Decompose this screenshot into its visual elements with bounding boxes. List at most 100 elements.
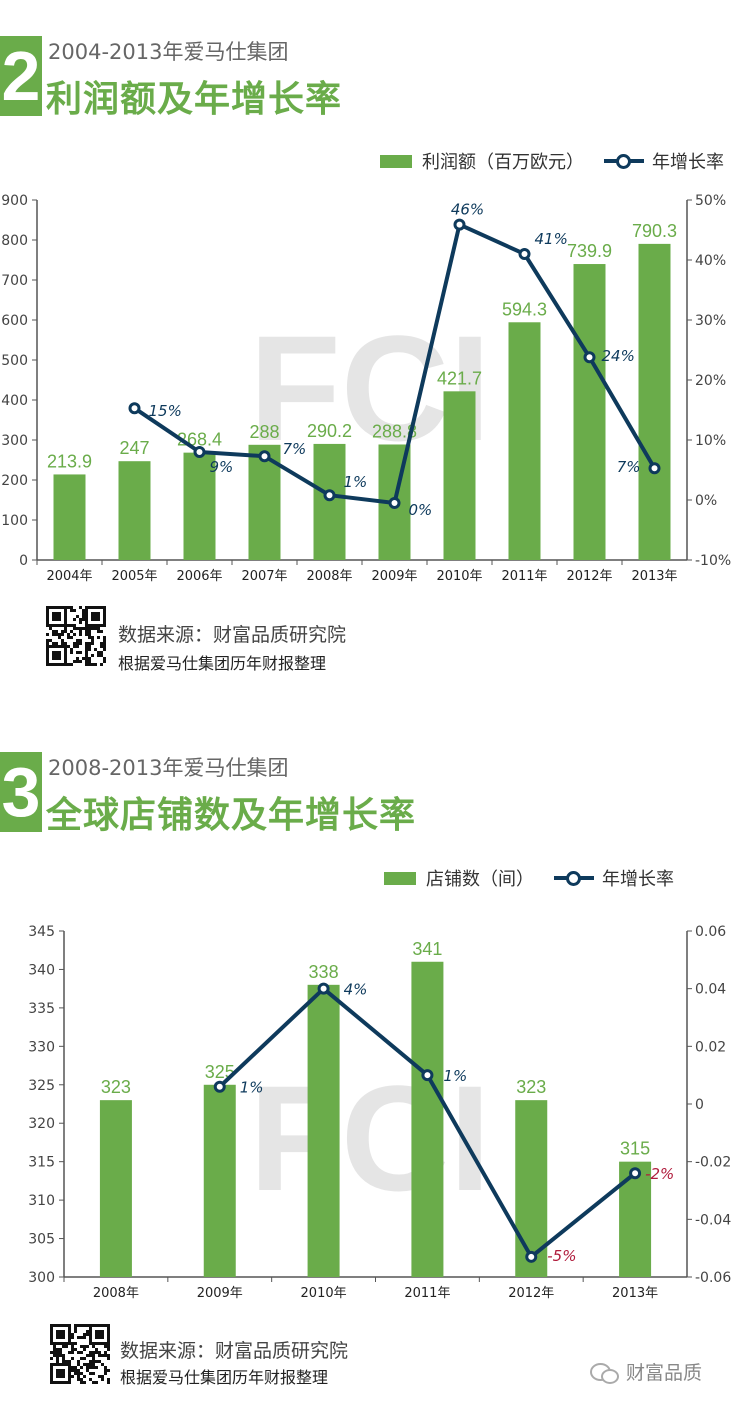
growth-point <box>213 1080 226 1093</box>
bar <box>573 264 606 560</box>
bar <box>638 243 671 560</box>
bar-value-label: 288 <box>249 422 279 442</box>
y2-tick-label: 0.04 <box>695 982 726 998</box>
y-tick-label: 340 <box>28 962 55 978</box>
growth-point <box>583 351 596 364</box>
x-tick-label: 2009年 <box>197 1286 243 1301</box>
y-tick-label: 330 <box>28 1039 55 1055</box>
source-note: 根据爱马仕集团历年财报整理 <box>118 654 327 673</box>
y-tick-label: 100 <box>1 513 28 529</box>
legend-bar-swatch <box>384 871 416 885</box>
x-tick-label: 2008年 <box>93 1286 139 1301</box>
bar-value-label: 213.9 <box>47 451 92 471</box>
bar <box>307 984 340 1277</box>
y2-tick-label: 0.06 <box>695 924 726 940</box>
growth-label: 4% <box>344 981 368 999</box>
y2-tick-label: 10% <box>695 433 726 449</box>
growth-label: 15% <box>149 402 182 420</box>
growth-label: 0% <box>409 501 433 519</box>
y-tick-label: 300 <box>1 433 28 449</box>
y-tick-label: 500 <box>1 353 28 369</box>
legend-bar-label: 利润额（百万欧元） <box>422 152 584 173</box>
bar-value-label: 341 <box>412 939 442 959</box>
bar-value-label: 323 <box>516 1077 546 1097</box>
section-number-badge: 2 <box>0 36 42 116</box>
y-tick-label: 700 <box>1 273 28 289</box>
bar <box>411 961 444 1277</box>
x-tick-label: 2012年 <box>566 569 612 584</box>
x-tick-label: 2005年 <box>111 569 157 584</box>
x-tick-label: 2012年 <box>508 1286 554 1301</box>
section-subtitle: 2004-2013年爱马仕集团 <box>48 40 289 64</box>
growth-label: 7% <box>283 440 307 458</box>
bar-value-label: 315 <box>620 1139 650 1159</box>
growth-label: 1% <box>240 1079 264 1097</box>
x-tick-label: 2010年 <box>436 569 482 584</box>
growth-label: 46% <box>451 201 484 219</box>
source-note: 根据爱马仕集团历年财报整理 <box>120 1368 329 1387</box>
growth-point <box>629 1167 642 1180</box>
growth-point <box>128 402 141 415</box>
legend-line-swatch <box>554 869 594 887</box>
legend-line-label: 年增长率 <box>652 152 724 173</box>
bar <box>313 443 346 560</box>
bar <box>118 461 151 560</box>
legend-bar-swatch <box>380 154 412 168</box>
brand-mark: 财富品质 <box>590 1358 702 1385</box>
chart-watermark: FCI <box>249 1054 491 1222</box>
y2-tick-label: -0.06 <box>695 1270 731 1286</box>
chart-legend: 利润额（百万欧元） 年增长率 <box>380 148 724 174</box>
x-tick-label: 2006年 <box>176 569 222 584</box>
bar-value-label: 323 <box>101 1077 131 1097</box>
y-tick-label: 0 <box>19 553 28 569</box>
bar-value-label: 338 <box>309 962 339 982</box>
legend-line-label: 年增长率 <box>602 869 674 890</box>
growth-point <box>648 462 661 475</box>
y-tick-label: 305 <box>28 1232 55 1248</box>
bar <box>508 322 541 560</box>
chat-bubble-icon <box>590 1361 620 1384</box>
y-tick-label: 600 <box>1 313 28 329</box>
x-tick-label: 2009年 <box>371 569 417 584</box>
y-tick-label: 335 <box>28 1001 55 1017</box>
bar <box>443 391 476 560</box>
y2-tick-label: 0% <box>695 493 717 509</box>
section-number-badge: 3 <box>0 752 42 832</box>
y-tick-label: 300 <box>28 1270 55 1286</box>
qr-code-pattern <box>46 606 106 666</box>
y2-tick-label: 0.02 <box>695 1039 726 1055</box>
x-tick-label: 2011年 <box>501 569 547 584</box>
growth-point <box>323 489 336 502</box>
x-tick-label: 2013年 <box>631 569 677 584</box>
growth-label: 1% <box>344 473 368 491</box>
growth-label: -2% <box>645 1165 674 1183</box>
section-title: 全球店铺数及年增长率 <box>46 795 417 836</box>
legend-bar-label: 店铺数（间） <box>426 869 534 890</box>
y-tick-label: 310 <box>28 1193 55 1209</box>
growth-label: 9% <box>210 458 234 476</box>
y2-tick-label: 0 <box>695 1097 704 1113</box>
legend-line-swatch <box>604 152 644 170</box>
growth-point <box>421 1069 434 1082</box>
y2-tick-label: -10% <box>695 553 731 569</box>
growth-point <box>525 1250 538 1263</box>
y2-tick-label: -0.04 <box>695 1212 731 1228</box>
bar <box>515 1100 548 1277</box>
x-tick-label: 2004年 <box>46 569 92 584</box>
bar-value-label: 325 <box>205 1062 235 1082</box>
y-tick-label: 345 <box>28 924 55 940</box>
growth-label: 24% <box>602 347 635 365</box>
bar-value-label: 594.3 <box>502 299 547 319</box>
y2-tick-label: 30% <box>695 313 726 329</box>
growth-point <box>518 248 531 260</box>
y-tick-label: 315 <box>28 1155 55 1171</box>
qr-code <box>46 606 106 666</box>
x-tick-label: 2010年 <box>301 1286 347 1301</box>
growth-label: 41% <box>535 230 568 248</box>
x-tick-label: 2008年 <box>306 569 352 584</box>
bar-value-label: 421.7 <box>437 368 482 388</box>
qr-code-pattern <box>50 1324 110 1384</box>
profit-chart: FCI 0100200300400500600700800900-10%0%10… <box>1 193 731 584</box>
stores-chart: FCI 300 305 310 315 320 325 330 335 340 345 -0.06 -… <box>28 924 731 1301</box>
bar-value-label: 247 <box>119 438 149 458</box>
